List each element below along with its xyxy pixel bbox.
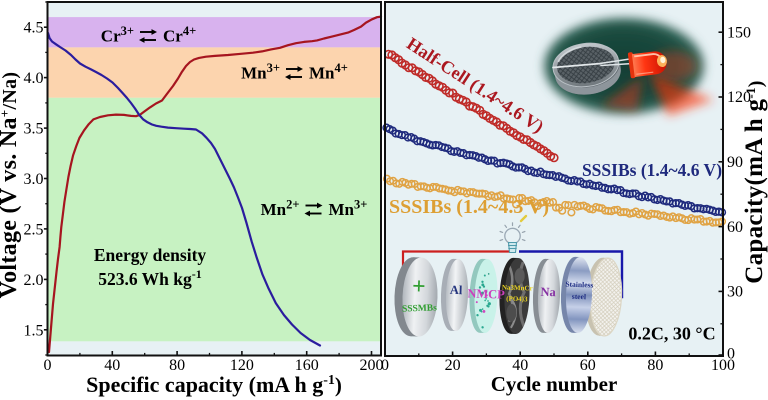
svg-text:SSSIBs (1.4~4.3 V): SSSIBs (1.4~4.3 V) [389, 196, 549, 218]
svg-text:NMCP: NMCP [467, 286, 505, 301]
svg-text:2.5: 2.5 [24, 221, 44, 238]
svg-text:0: 0 [727, 346, 735, 363]
svg-text:Stainless: Stainless [565, 280, 593, 290]
svg-text:60: 60 [727, 219, 743, 236]
svg-text:120: 120 [230, 357, 254, 374]
svg-text:3.0: 3.0 [24, 171, 44, 188]
svg-text:200: 200 [360, 357, 384, 374]
svg-text:Energy density: Energy density [94, 245, 207, 265]
svg-text:0: 0 [44, 357, 52, 374]
svg-text:Cycle number: Cycle number [491, 372, 618, 396]
svg-text:523.6 Wh kg-1: 523.6 Wh kg-1 [98, 267, 202, 289]
svg-text:30: 30 [727, 284, 743, 301]
svg-text:120: 120 [727, 89, 751, 106]
svg-text:SSSMBs: SSSMBs [402, 303, 437, 314]
svg-text:40: 40 [512, 357, 528, 374]
svg-text:20: 20 [445, 357, 461, 374]
svg-text:60: 60 [580, 357, 596, 374]
svg-text:Na3MnCr: Na3MnCr [502, 283, 533, 292]
svg-text:90: 90 [727, 154, 743, 171]
svg-text:2.0: 2.0 [24, 272, 44, 289]
svg-text:100: 100 [711, 357, 735, 374]
svg-text:Voltage (V vs. Na+/Na): Voltage (V vs. Na+/Na) [0, 72, 22, 299]
svg-text:80: 80 [169, 357, 185, 374]
svg-text:1.5: 1.5 [24, 322, 44, 339]
svg-text:80: 80 [647, 357, 663, 374]
svg-text:3.5: 3.5 [24, 121, 44, 138]
svg-text:SSSIBs (1.4~4.6 V): SSSIBs (1.4~4.6 V) [582, 160, 722, 180]
svg-text:40: 40 [104, 357, 120, 374]
svg-text:(PO4)3: (PO4)3 [506, 295, 528, 304]
svg-text:Na: Na [540, 285, 557, 300]
svg-text:Al: Al [450, 283, 464, 297]
svg-text:4.0: 4.0 [24, 70, 44, 87]
svg-text:Capacity(mA h g-1): Capacity(mA h g-1) [741, 80, 768, 283]
svg-text:150: 150 [727, 24, 751, 41]
svg-text:steel: steel [572, 292, 586, 301]
svg-text:160: 160 [295, 357, 319, 374]
svg-text:0: 0 [381, 357, 389, 374]
svg-text:4.5: 4.5 [24, 20, 44, 37]
svg-text:Specific capacity (mA h g-1): Specific capacity (mA h g-1) [86, 372, 342, 397]
svg-text:0.2C, 30 °C: 0.2C, 30 °C [628, 324, 715, 344]
